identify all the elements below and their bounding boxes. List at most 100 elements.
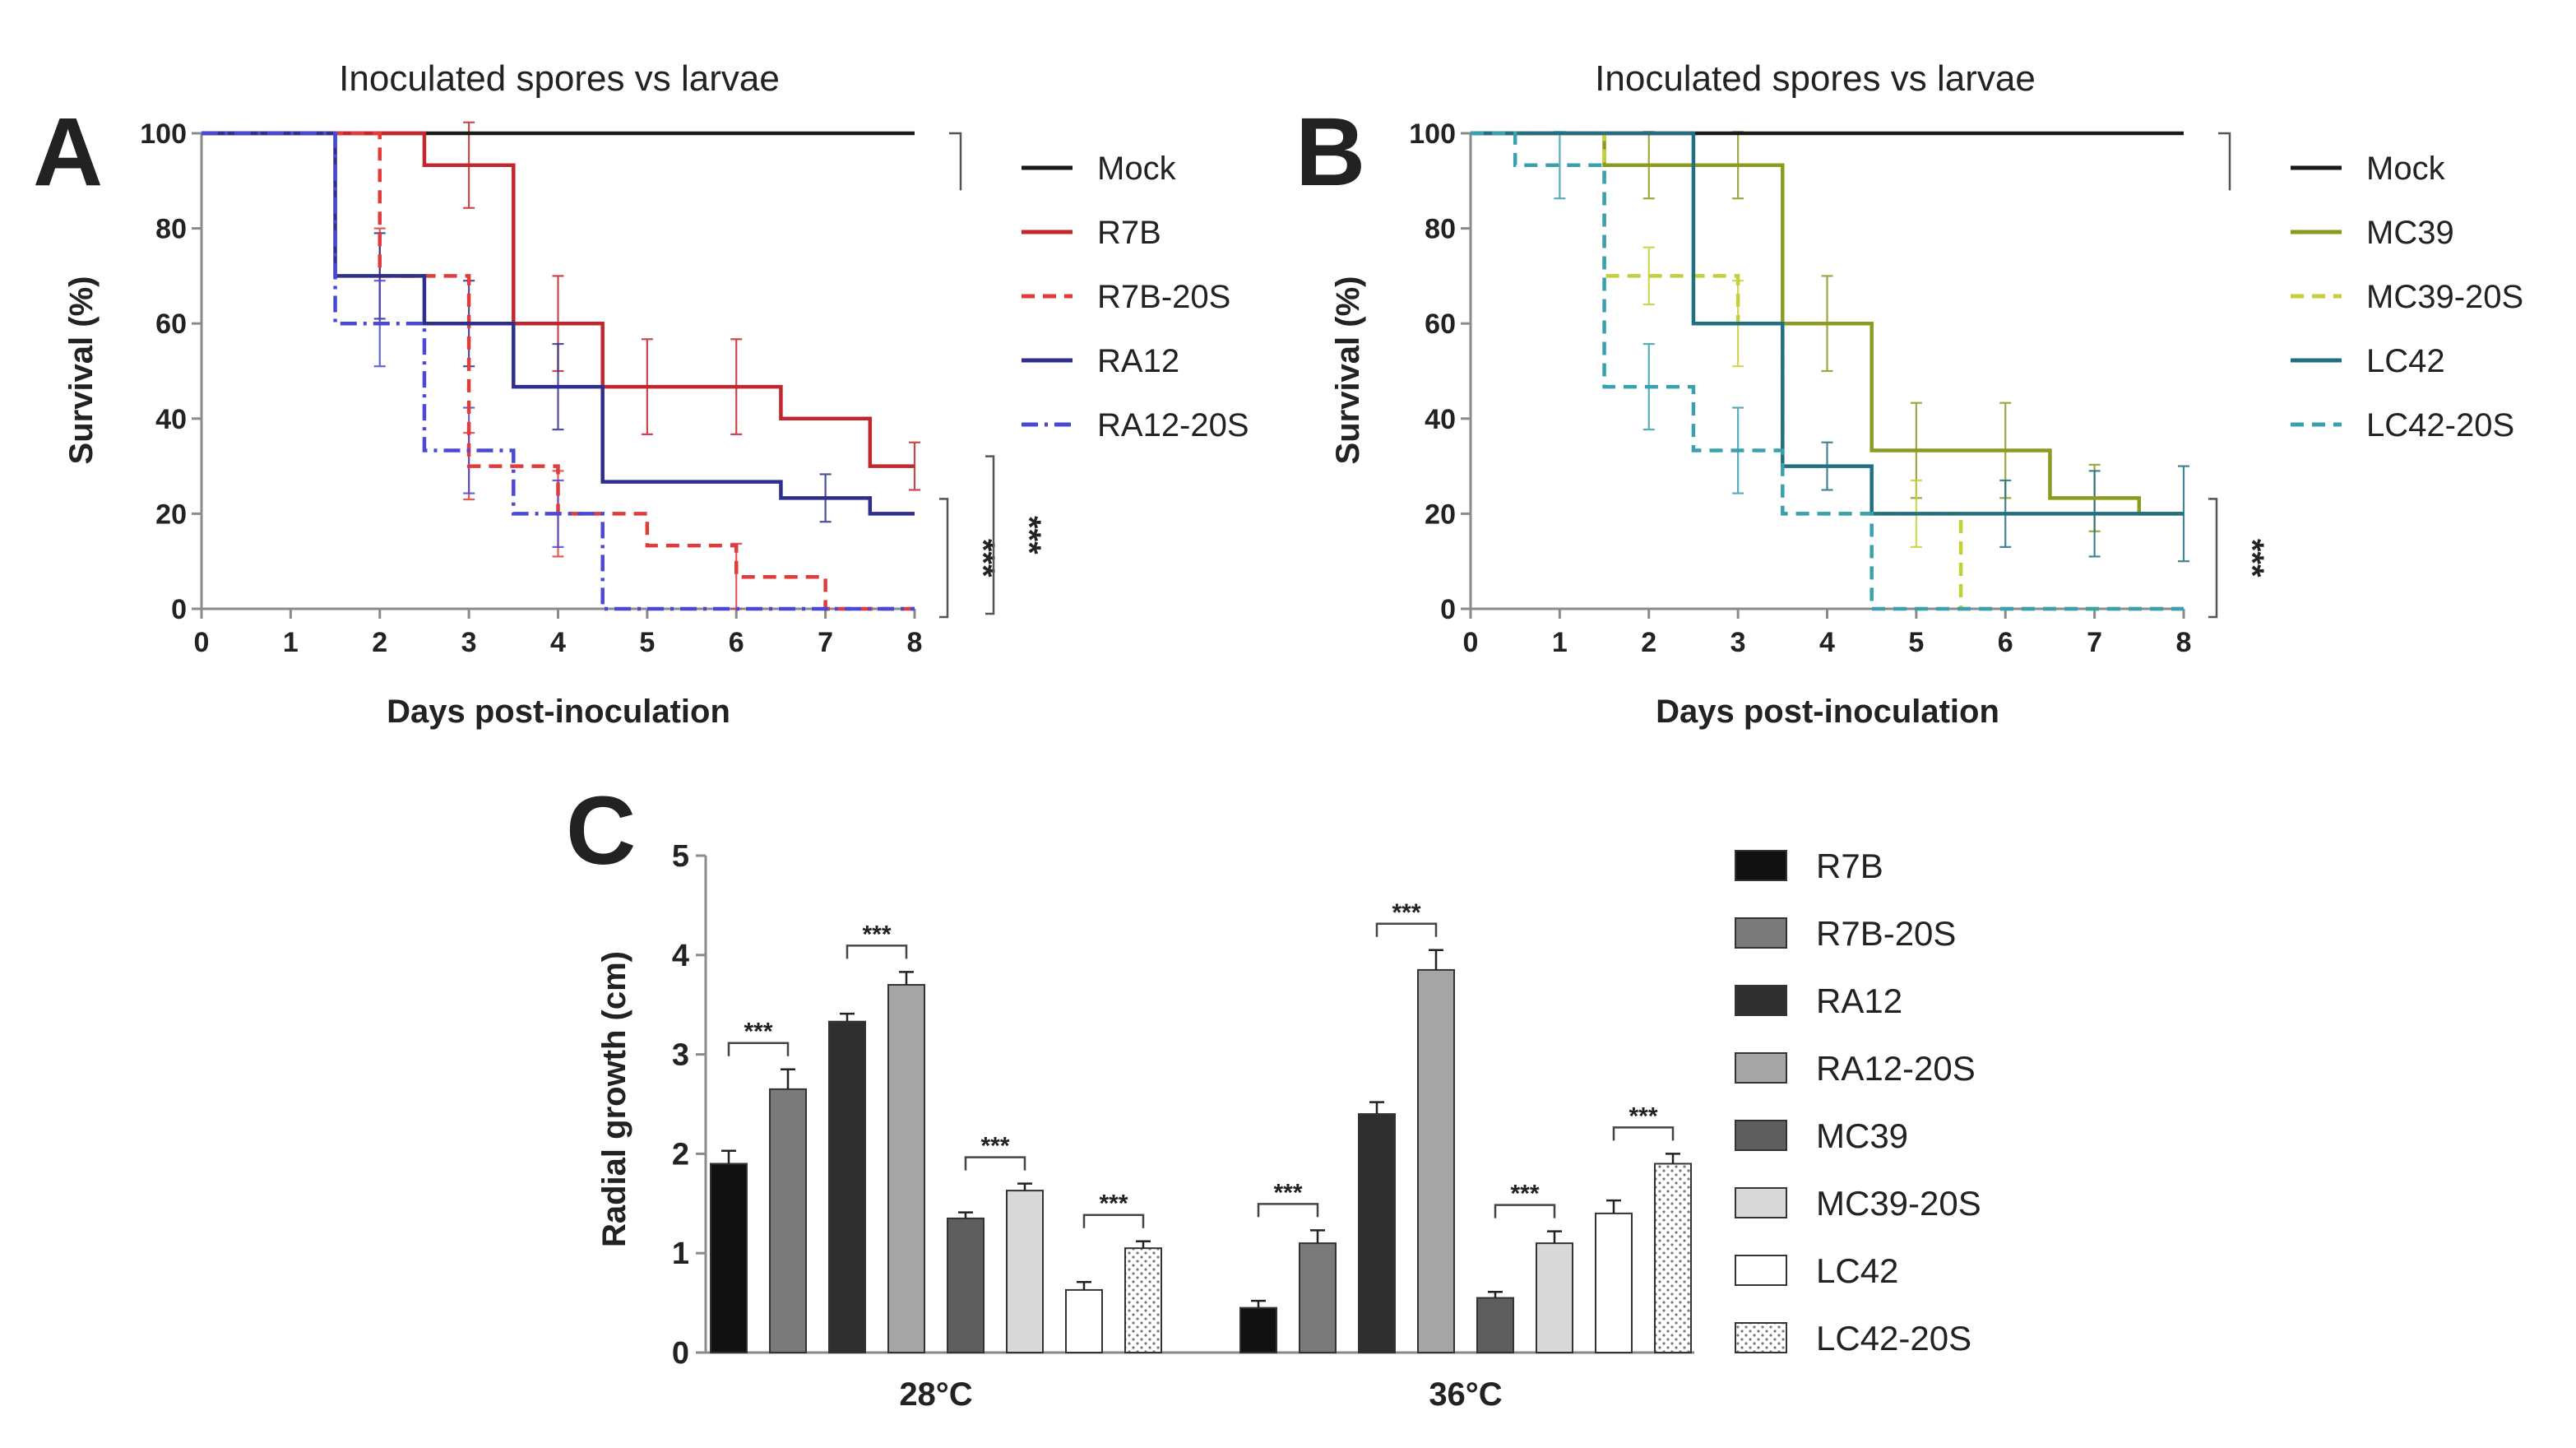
x-tick-label: 1 xyxy=(283,627,299,658)
error-bar xyxy=(730,542,743,610)
x-tick-label: 0 xyxy=(194,627,210,658)
y-tick-label: 80 xyxy=(155,214,187,245)
series-line xyxy=(202,131,915,611)
legend-label: LC42-20S xyxy=(2366,407,2514,443)
bar xyxy=(769,1088,807,1353)
panel-b-xlabel: Days post-inoculation xyxy=(1656,694,1999,730)
category-label: 28°C xyxy=(899,1376,972,1413)
x-tick-label: 6 xyxy=(1998,627,2013,658)
panel-letter-a: A xyxy=(33,98,103,207)
significance-bracket xyxy=(964,1156,1026,1171)
y-tick-label: 60 xyxy=(1425,309,1456,340)
series-line xyxy=(1471,131,2184,516)
legend-label: Mock xyxy=(1097,151,1177,187)
x-tick-label: 4 xyxy=(1819,627,1835,658)
bar-error-bar xyxy=(958,1211,973,1218)
significance-label: *** xyxy=(744,1019,772,1046)
x-tick-label: 4 xyxy=(550,627,566,658)
bar-error-bar xyxy=(781,1068,795,1089)
bar xyxy=(828,1020,866,1353)
panel-b-ylabel: Survival (%) xyxy=(1330,276,1366,465)
y-tick-label: 3 xyxy=(672,1038,689,1073)
x-tick-label: 7 xyxy=(818,627,833,658)
x-tick-label: 5 xyxy=(639,627,655,658)
y-tick-label: 40 xyxy=(155,404,187,435)
panel-b-plot: 0 20 40 60 80 100 0 1 2 3 4 5 6 7 8 Mock MC39 MC39-20S LC4… xyxy=(1409,118,2523,658)
y-tick-label: 2 xyxy=(672,1137,689,1172)
significance-bracket xyxy=(1257,1203,1319,1218)
panel-a-plot: 0 20 40 60 80 100 0 1 2 3 4 5 6 7 8 Mock R7B R7B-20S RA12 R… xyxy=(140,118,1249,658)
significance-label: *** xyxy=(1629,1102,1657,1130)
significance-bracket xyxy=(846,944,908,959)
y-tick-label: 4 xyxy=(672,939,689,973)
legend-label: LC42 xyxy=(2366,343,2445,379)
significance-label: *** xyxy=(1510,1181,1539,1208)
legend-label: R7B-20S xyxy=(1097,279,1230,315)
bar xyxy=(1536,1242,1573,1353)
bar xyxy=(1476,1297,1514,1354)
legend-swatch xyxy=(1735,1120,1787,1151)
legend-label: MC39-20S xyxy=(1816,1184,1981,1223)
y-tick-label: 80 xyxy=(1425,214,1456,245)
significance-label: *** xyxy=(1392,899,1420,926)
bar xyxy=(1239,1306,1277,1354)
significance-label: *** xyxy=(1011,516,1047,555)
bar-error-bar xyxy=(1136,1240,1151,1249)
x-tick-label: 2 xyxy=(372,627,387,658)
y-tick-label: 20 xyxy=(155,499,187,530)
bar-error-bar xyxy=(1606,1199,1621,1214)
panel-letter-b: B xyxy=(1295,98,1365,207)
bar-error-bar xyxy=(840,1012,855,1022)
bar xyxy=(1417,968,1455,1354)
significance-bracket xyxy=(939,498,949,619)
bar xyxy=(887,984,925,1354)
y-tick-label: 1 xyxy=(672,1237,689,1271)
bar-error-bar xyxy=(1017,1182,1032,1191)
bar-error-bar xyxy=(1666,1153,1680,1164)
x-tick-label: 7 xyxy=(2087,627,2102,658)
panel-c-plot: 0 1 2 3 4 5 *** *** *** *** 28°C *** *** *** *** 36°C R7… xyxy=(672,839,1981,1413)
x-tick-label: 3 xyxy=(1730,627,1746,658)
bar xyxy=(1065,1288,1103,1353)
significance-label: *** xyxy=(980,1133,1009,1160)
legend-swatch xyxy=(1735,1052,1787,1084)
legend-label: MC39-20S xyxy=(2366,279,2523,315)
panel-a-title: Inoculated spores vs larvae xyxy=(339,58,780,99)
significance-bracket xyxy=(1082,1214,1145,1228)
bar-error-bar xyxy=(1077,1280,1091,1290)
legend-label: MC39 xyxy=(1816,1116,1908,1155)
legend-label: RA12 xyxy=(1097,343,1179,379)
legend-swatch xyxy=(1735,1322,1787,1353)
legend-label: MC39 xyxy=(2366,215,2454,251)
bar xyxy=(947,1217,985,1354)
significance-label: *** xyxy=(862,921,891,948)
legend-label: RA12-20S xyxy=(1097,407,1249,443)
bar xyxy=(710,1163,748,1353)
panel-a-ylabel: Survival (%) xyxy=(63,276,100,465)
significance-bracket xyxy=(1375,922,1438,937)
bar xyxy=(1358,1113,1396,1353)
legend-swatch xyxy=(1735,850,1787,881)
bar-error-bar xyxy=(1310,1229,1325,1244)
series-line xyxy=(1471,131,2184,611)
mock-bracket xyxy=(2218,132,2231,191)
x-tick-label: 0 xyxy=(1463,627,1479,658)
significance-label: *** xyxy=(1273,1179,1302,1206)
y-tick-label: 20 xyxy=(1425,499,1456,530)
bar-error-bar xyxy=(1251,1299,1266,1308)
panel-letter-c: C xyxy=(566,777,636,885)
y-tick-label: 0 xyxy=(171,594,187,625)
significance-bracket xyxy=(727,1042,790,1056)
legend-label: R7B xyxy=(1816,847,1883,885)
y-tick-label: 100 xyxy=(140,118,187,150)
x-tick-label: 1 xyxy=(1552,627,1568,658)
legend-label: RA12-20S xyxy=(1816,1049,1976,1088)
legend-label: RA12 xyxy=(1816,982,1902,1020)
bar-error-bar xyxy=(721,1149,736,1164)
legend-swatch xyxy=(1735,985,1787,1016)
x-tick-label: 8 xyxy=(2176,627,2192,658)
bar-error-bar xyxy=(1369,1101,1384,1115)
significance-label: *** xyxy=(1099,1190,1128,1218)
category-label: 36°C xyxy=(1429,1376,1502,1413)
x-tick-label: 6 xyxy=(729,627,744,658)
